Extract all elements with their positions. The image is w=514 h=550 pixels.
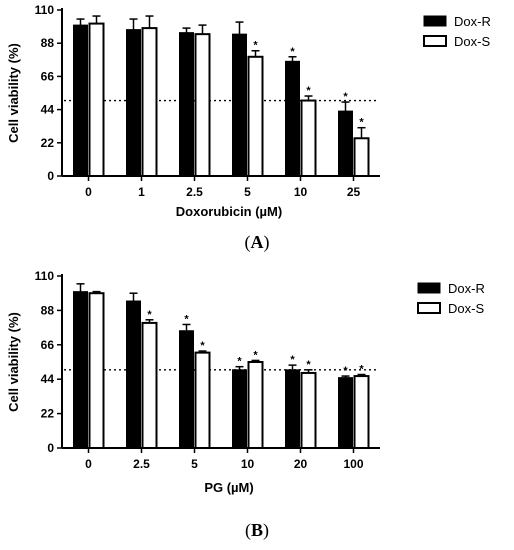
bar-dox-r-5 [179,330,194,449]
x-tick-label: 100 [343,457,363,471]
y-tick-label: 66 [41,338,55,352]
x-tick-label: 0 [85,457,92,471]
bar-dox-s-0 [88,292,105,450]
y-tick-label: 110 [35,269,55,283]
y-axis-title: Cell viability (%) [6,43,21,143]
legend-label-dox-s: Dox-S [448,301,484,316]
y-tick-label: 22 [41,136,55,150]
x-axis-title: Doxorubicin (µM) [176,204,282,219]
y-tick-label: 44 [41,372,55,386]
x-tick-label: 10 [294,185,308,199]
significance-star: * [359,117,364,129]
bar-dox-s-100 [353,375,370,449]
significance-star: * [253,40,258,52]
x-tick-label: 2.5 [133,457,150,471]
legend-label-dox-r: Dox-R [448,281,485,296]
bar-dox-s-2.5 [194,33,211,177]
bar-dox-s-25 [353,137,370,177]
y-tick-label: 88 [41,36,55,50]
legend-swatch-dox-s [423,35,447,47]
significance-star: * [237,356,242,368]
x-tick-label: 20 [294,457,308,471]
bar-dox-s-10 [300,99,317,177]
bar-dox-s-5 [247,55,264,178]
significance-star: * [184,313,189,325]
panel-a-chart: 0 22 44 66 88 110 Cell viability (%) 0 1 2.5 5 * 10 *… [6,3,491,253]
bar-dox-r-1 [126,29,141,177]
significance-star: * [253,349,258,361]
bar-dox-r-0 [73,291,88,449]
bar-dox-r-2.5 [179,32,194,177]
significance-star: * [359,364,364,376]
significance-star: * [290,354,295,366]
x-axis-title: PG (µM) [204,480,253,495]
bar-dox-r-10 [232,369,247,449]
y-tick-label: 0 [47,441,54,455]
legend-swatch-dox-r [417,282,441,294]
legend-label-dox-r: Dox-R [454,14,491,29]
bar-dox-r-5 [232,33,247,177]
panel-label: (B) [245,520,269,541]
legend-swatch-dox-r [423,15,447,27]
x-tick-label: 25 [347,185,361,199]
y-axis-title: Cell viability (%) [6,312,21,412]
y-tick-label: 110 [35,3,55,17]
legend-swatch-dox-s [417,302,441,314]
significance-star: * [200,340,205,352]
y-tick-label: 0 [47,169,54,183]
x-tick-label: 10 [241,457,255,471]
bar-dox-r-2.5 [126,300,141,449]
x-tick-label: 5 [244,185,251,199]
bar-dox-r-20 [285,369,300,449]
significance-star: * [306,85,311,97]
bar-dox-s-10 [247,361,264,449]
bar-dox-r-0 [73,24,88,177]
significance-star: * [290,46,295,58]
bar-dox-r-25 [338,110,353,177]
panel-label: (A) [245,232,270,253]
significance-star: * [306,359,311,371]
y-tick-label: 22 [41,407,55,421]
significance-star: * [343,91,348,103]
legend-label-dox-s: Dox-S [454,34,490,49]
significance-star: * [147,309,152,321]
significance-star: * [343,365,348,377]
x-tick-label: 2.5 [186,185,203,199]
bar-dox-s-1 [141,27,158,178]
x-tick-label: 0 [85,185,92,199]
bar-dox-s-5 [194,351,211,450]
bar-dox-r-10 [285,60,300,177]
y-tick-label: 66 [41,69,55,83]
bar-dox-s-0 [88,22,105,177]
x-tick-label: 5 [191,457,198,471]
x-tick-label: 1 [138,185,145,199]
panel-b-chart: 0 22 44 66 88 110 Cell viability (%) 0 2.5 * 5 * * 10… [6,269,485,541]
y-tick-label: 44 [41,103,55,117]
bar-dox-s-2.5 [141,321,158,449]
bar-dox-r-100 [338,377,353,449]
bar-dox-s-20 [300,371,317,450]
y-tick-label: 88 [41,303,55,317]
